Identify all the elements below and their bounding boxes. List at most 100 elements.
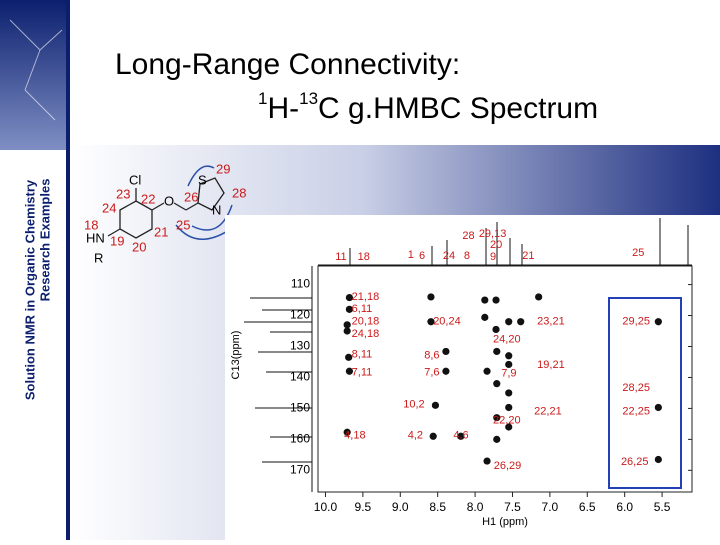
peak-label: 7,9 <box>501 367 516 379</box>
peak-label: 24,20 <box>493 333 521 345</box>
projection-label: 11 <box>335 251 346 263</box>
molecule: Cl O S N HN R 23 22 24 21 20 19 18 26 29… <box>84 161 246 265</box>
peak <box>505 403 513 412</box>
x-tick-label: 9.0 <box>392 500 409 514</box>
peak-label: 21,18 <box>352 291 380 303</box>
atom-number: 26 <box>184 189 198 204</box>
projection-label: 24 <box>443 250 455 262</box>
peak <box>654 403 662 412</box>
y-tick-label: 140 <box>290 370 310 384</box>
title: 1H-13C g.HMBC Spectrum <box>258 89 598 124</box>
atom: R <box>94 250 103 265</box>
peak <box>505 360 513 369</box>
sidebar-image <box>0 0 70 150</box>
peak-label: 22,20 <box>493 415 521 427</box>
peak-label: 4,6 <box>453 429 468 441</box>
highlight-box <box>608 297 682 489</box>
x-tick-label: 10.0 <box>314 500 338 514</box>
x-tick-label: 8.5 <box>429 500 446 514</box>
peak-label: 4,18 <box>344 429 365 441</box>
peak <box>493 414 501 422</box>
projection-label: 20 <box>490 239 502 251</box>
peak-label: 22,25 <box>622 405 650 417</box>
y-axis-label: C13(ppm) <box>230 331 242 380</box>
atom: HN <box>86 230 105 245</box>
peak <box>345 367 354 375</box>
x-tick-label: 7.0 <box>542 500 559 514</box>
peak <box>345 305 354 313</box>
peak <box>654 318 662 326</box>
molecule-bonds <box>107 177 225 239</box>
peak <box>345 293 354 302</box>
y-tick-label: 110 <box>291 277 310 291</box>
x-tick-label: 9.5 <box>355 500 372 514</box>
peak <box>505 352 513 360</box>
atom-number: 22 <box>141 191 155 206</box>
peak <box>442 347 450 356</box>
peak <box>343 327 351 335</box>
sidebar-edge <box>66 0 70 540</box>
sidebar-text: Solution NMR in Organic Chemistry <box>22 179 37 400</box>
peak <box>427 293 435 301</box>
atom-number: 19 <box>110 233 124 248</box>
peak-label: 22,21 <box>534 405 562 417</box>
peak-label: 26,29 <box>494 460 522 472</box>
projection-top <box>318 218 692 266</box>
atom-number: 21 <box>154 224 168 239</box>
x-tick-label: 5.5 <box>654 500 671 514</box>
peak <box>654 455 662 464</box>
projection-label: 29,13 <box>479 228 507 240</box>
peak <box>483 367 491 375</box>
atom-number: 18 <box>84 217 98 232</box>
atom-number: 29 <box>216 161 230 176</box>
peak <box>442 367 450 375</box>
spectrum-panel <box>225 215 720 540</box>
peak-label: 19,21 <box>537 359 565 371</box>
projection-label: 28 <box>462 230 474 242</box>
atom: O <box>164 193 174 208</box>
sidebar-molecule <box>9 19 63 121</box>
peak-label: 10,2 <box>403 398 424 410</box>
projection-label: 6 <box>419 250 425 262</box>
peak-label: 28,25 <box>622 382 650 394</box>
projection-label: 1 <box>408 249 414 261</box>
x-tick-label: 6.0 <box>616 500 633 514</box>
peak <box>345 353 353 361</box>
atom-number: 25 <box>176 217 190 232</box>
peak <box>481 296 489 304</box>
y-tick-label: 130 <box>290 339 310 353</box>
peak-label: 4,2 <box>408 429 423 441</box>
projection-label: 21 <box>522 250 534 262</box>
peak-label: 8,6 <box>424 350 439 362</box>
peak-label: 20,18 <box>352 316 380 328</box>
x-axis-label: H1 (ppm) <box>482 516 528 528</box>
title-part: C g.HMBC Spectrum <box>318 92 598 125</box>
atom-number: 28 <box>232 185 246 200</box>
atom: S <box>198 172 207 187</box>
peak <box>505 423 513 431</box>
plot <box>244 218 693 493</box>
x-tick-label: 6.5 <box>579 500 596 514</box>
peak-label: 20,24 <box>433 316 461 328</box>
peak-label: 8,11 <box>352 348 373 360</box>
peak <box>492 325 500 334</box>
y-tick-label: 120 <box>290 308 310 322</box>
peak <box>427 318 435 326</box>
peak <box>483 457 491 465</box>
x-tick-label: 7.5 <box>504 500 521 514</box>
peak <box>343 428 351 436</box>
peak <box>492 296 500 304</box>
peak <box>505 389 513 397</box>
peak-label: 24,18 <box>352 328 380 340</box>
y-tick-label: 150 <box>290 401 310 415</box>
peak-label: 23,21 <box>537 316 565 328</box>
projection-label: 25 <box>632 247 644 259</box>
peak-label: 26,25 <box>621 456 649 468</box>
peak <box>535 293 543 301</box>
peak <box>493 435 501 443</box>
x-tick-label: 8.0 <box>467 500 484 514</box>
projection-left <box>244 266 313 492</box>
atom-number: 24 <box>102 200 116 215</box>
title-sup: 1 <box>258 89 267 108</box>
